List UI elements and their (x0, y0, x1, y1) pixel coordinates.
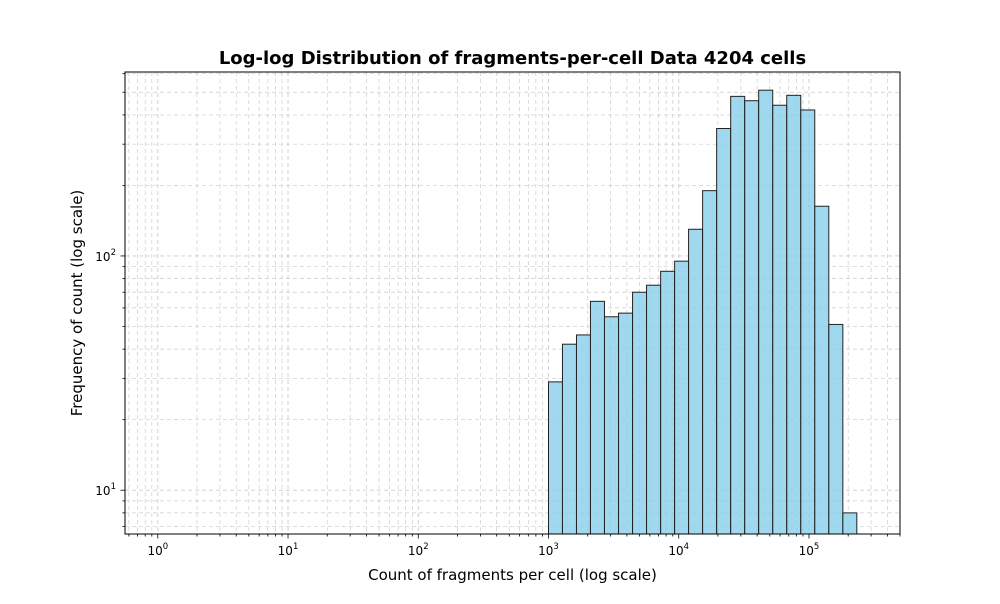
y-tick-label: 101 (95, 482, 116, 498)
histogram-bars (547, 89, 858, 535)
y-tick-label: 102 (95, 248, 116, 264)
histogram-bar (814, 205, 830, 535)
histogram-bar (800, 109, 816, 535)
x-tick-label: 101 (278, 542, 299, 558)
y-axis-label: Frequency of count (log scale) (68, 190, 86, 417)
histogram-bar (561, 343, 577, 535)
histogram-bar (702, 190, 718, 535)
histogram-bar (842, 512, 858, 535)
histogram-bar (758, 89, 774, 535)
histogram-bar (589, 300, 605, 535)
histogram-bar (603, 316, 620, 535)
chart-title: Log-log Distribution of fragments-per-ce… (219, 48, 806, 69)
histogram-bar (575, 334, 591, 535)
histogram-bar (674, 260, 690, 535)
histogram-bar (618, 312, 634, 535)
histogram-bar (547, 381, 563, 535)
histogram-bar (772, 104, 788, 535)
histogram-bar (730, 95, 746, 535)
x-axis-label: Count of fragments per cell (log scale) (368, 566, 657, 584)
x-tick-label: 103 (538, 542, 559, 558)
histogram-bar (646, 284, 662, 535)
histogram-bar (828, 323, 844, 535)
x-tick-label: 105 (799, 542, 820, 558)
histogram-bar (632, 291, 648, 535)
histogram-bar (660, 270, 676, 535)
histogram-bar (716, 128, 732, 535)
x-tick-label: 102 (408, 542, 429, 558)
histogram-bar (688, 228, 704, 535)
histogram-bar (744, 100, 760, 535)
histogram-bar (786, 94, 802, 535)
axis-ticks: 100 101 102 103 104 105 101 102 (95, 73, 901, 558)
x-tick-label: 100 (147, 542, 168, 558)
plot-frame (124, 71, 901, 535)
x-tick-label: 104 (668, 542, 689, 558)
